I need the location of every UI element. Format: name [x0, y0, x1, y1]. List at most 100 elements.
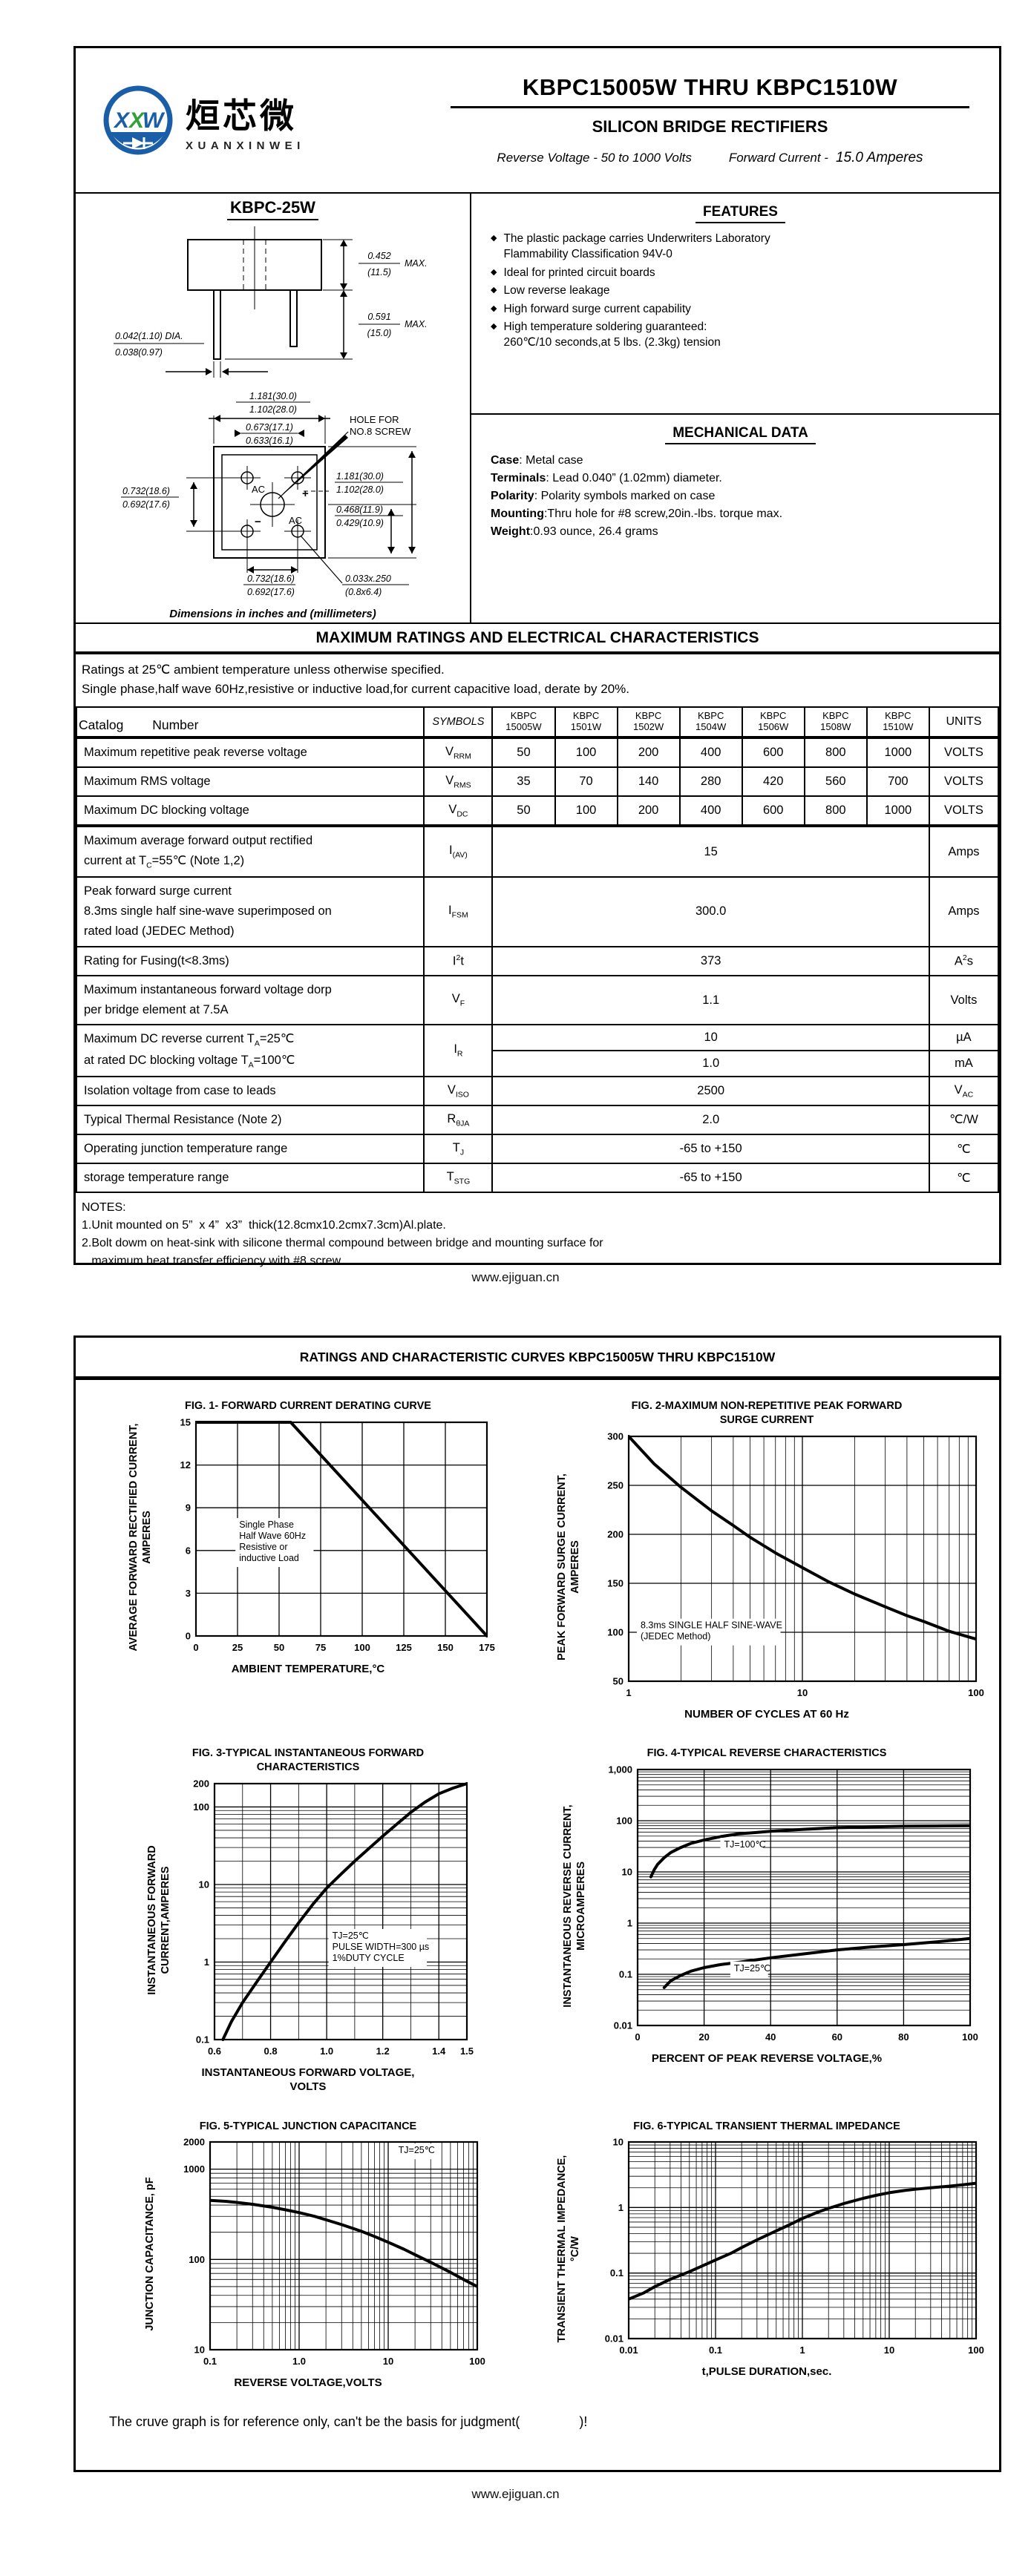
svg-text:200: 200 [193, 1778, 209, 1790]
website-url-page2[interactable]: www.ejiguan.cn [471, 2487, 560, 2501]
row-value-cell: 1000 [865, 736, 930, 768]
row-label-cell: Maximum average forward output rectified… [75, 825, 425, 878]
svg-text:0.1: 0.1 [203, 2356, 217, 2367]
svg-text:HOLE FOR: HOLE FOR [350, 414, 399, 425]
svg-text:2000: 2000 [183, 2137, 205, 2148]
feature-item: ◆ Ideal for printed circuit boards [491, 265, 990, 280]
feature-item: ◆ High temperature soldering guaranteed: 2… [491, 319, 990, 351]
svg-text:8.3ms SINGLE HALF SINE-WAVE: 8.3ms SINGLE HALF SINE-WAVE [641, 1620, 782, 1630]
reference-disclaimer-note: The cruve graph is for reference only, c… [109, 2414, 588, 2430]
svg-text:10: 10 [383, 2356, 393, 2367]
svg-text:10: 10 [194, 2345, 205, 2356]
svg-text:100: 100 [962, 2031, 978, 2043]
row-units-cell: VOLTS [928, 736, 1000, 768]
row-symbol-cell: VDC [423, 795, 494, 828]
figure-x-axis-label: INSTANTANEOUS FORWARD VOLTAGE, VOLTS [201, 2066, 415, 2093]
svg-text:1: 1 [627, 1918, 632, 1929]
model-header-1504w: KBPC 1504W [678, 706, 743, 739]
table-row: Typical Thermal Resistance (Note 2) RθJA 2… [75, 1104, 1000, 1136]
figure-y-axis-label: INSTANTANEOUS REVERSE CURRENT, MICROAMPE… [561, 1804, 587, 2008]
svg-text:10: 10 [797, 1687, 808, 1698]
condition-line-2: Single phase,half wave 60Hz,resistive or… [82, 682, 630, 697]
model-header-1510w: KBPC 1510W [865, 706, 930, 739]
svg-text:(15.0): (15.0) [367, 328, 391, 338]
mechanical-row: Polarity: Polarity symbols marked on cas… [491, 490, 716, 502]
figure-canvas-5: 0.1 1.0 10 100 10 100 1000 2000 TJ=25℃ [171, 2136, 488, 2373]
row-value-cell: 140 [616, 766, 681, 798]
note-line: 2.Bolt dowm on heat-sink with silicone t… [82, 1237, 603, 1250]
website-url-page1[interactable]: www.ejiguan.cn [471, 1270, 560, 1284]
svg-text:0.633(16.1): 0.633(16.1) [246, 436, 293, 446]
svg-text:0.038(0.97): 0.038(0.97) [115, 347, 163, 358]
row-units-cell: Amps [928, 825, 1000, 878]
svg-text:10: 10 [613, 2137, 623, 2148]
svg-text:1.102(28.0): 1.102(28.0) [336, 484, 384, 495]
svg-text:1: 1 [799, 2345, 805, 2356]
svg-text:0.033x.250: 0.033x.250 [345, 574, 391, 584]
svg-text:100: 100 [469, 2356, 485, 2367]
curve-TJ=100C [649, 1824, 971, 1879]
svg-text:1: 1 [204, 1956, 209, 1968]
svg-text:0.1: 0.1 [196, 2034, 209, 2046]
row-value-cell: 70 [554, 766, 618, 798]
row-units-cell: VAC [928, 1075, 1000, 1106]
row-label-cell: Maximum RMS voltage [75, 766, 425, 798]
svg-text:1,000: 1,000 [608, 1764, 632, 1775]
mechanical-row: Weight:0.93 ounce, 26.4 grams [491, 525, 658, 538]
figure-x-axis-label: t,PULSE DURATION,sec. [701, 2365, 832, 2379]
figure-canvas-6: 0.01 0.1 1 10 100 0.01 0.1 1 10 [590, 2136, 986, 2362]
feature-text: The plastic package carries Underwriters… [503, 232, 770, 261]
row-value-cell: 100 [554, 736, 618, 768]
row-label-cell: storage temperature range [75, 1163, 425, 1194]
mechanical-label: Case [491, 454, 520, 467]
svg-text:1.0: 1.0 [292, 2356, 306, 2367]
figure-y-axis-label: INSTANTANEOUS FORWARD CURRENT,AMPERES [145, 1844, 171, 1995]
svg-text:15: 15 [180, 1416, 191, 1427]
table-row: Maximum instantaneous forward voltage do… [75, 974, 1000, 1026]
table-row: Isolation voltage from case to leads VISO… [75, 1075, 1000, 1106]
note-line: 1.Unit mounted on 5” x 4” x3” thick(12.8… [82, 1219, 446, 1232]
svg-text:1.5: 1.5 [460, 2046, 474, 2057]
figure-title: FIG. 3-TYPICAL INSTANTANEOUS FORWARD CHA… [192, 1747, 425, 1774]
svg-text:1.181(30.0): 1.181(30.0) [249, 391, 297, 401]
features-list: ◆ The plastic package carries Underwriter… [491, 231, 990, 351]
feature-text: High forward surge current capability [503, 302, 691, 315]
tick-labels: 0.6 0.8 1.0 1.2 1.4 1.5 0.1 1 10 100 200 [193, 1778, 474, 2057]
svg-text:AC: AC [289, 515, 302, 526]
figure-y-axis-label: PEAK FORWARD SURGE CURRENT, AMPERES [555, 1473, 581, 1660]
svg-text:0.591: 0.591 [367, 312, 390, 322]
svg-text:1.181(30.0): 1.181(30.0) [336, 471, 384, 482]
mechanical-row: Case: Metal case [491, 454, 583, 467]
symbols-header: SYMBOLS [423, 706, 494, 739]
svg-text:50: 50 [613, 1675, 623, 1686]
figure-canvas-1: 0 25 50 75 100 125 150 175 0 3 6 9 12 15 Single PhaseH… [162, 1416, 497, 1658]
tick-labels: 0.1 1.0 10 100 10 100 1000 2000 [183, 2137, 485, 2368]
mechanical-label: Polarity [491, 490, 534, 502]
svg-text:TJ=25℃: TJ=25℃ [399, 2146, 435, 2156]
row-value-cell: 600 [741, 736, 805, 768]
row-label-cell: Peak forward surge current 8.3ms single h… [75, 876, 425, 947]
chart-annotation: 8.3ms SINGLE HALF SINE-WAVE(JEDEC Method… [641, 1620, 782, 1641]
svg-text:+: + [302, 487, 309, 500]
forward-current-text: Forward Current - [728, 151, 828, 165]
svg-text:TJ=25℃: TJ=25℃ [734, 1963, 770, 1974]
chart-annotation: TJ=100℃ [724, 1839, 765, 1850]
svg-text:0.673(17.1): 0.673(17.1) [246, 422, 293, 433]
figure-body: INSTANTANEOUS FORWARD CURRENT,AMPERES 0.6… [137, 1778, 479, 2063]
row-value-cell: 15 [491, 825, 930, 878]
svg-text:9: 9 [186, 1502, 191, 1514]
maximum-ratings-table: Catalog Number SYMBOLS KBPC 15005W KBPC 15… [75, 706, 1000, 1194]
tick-labels: 0 20 40 60 80 100 0.01 0.1 1 10 100 1,000 [608, 1764, 978, 2043]
package-name: KBPC-25W [227, 198, 318, 220]
svg-text:(0.8x6.4): (0.8x6.4) [345, 587, 382, 597]
svg-text:0.042(1.10) DIA.: 0.042(1.10) DIA. [115, 331, 183, 341]
table-row: Maximum DC blocking voltage VDC 50 100 200 40… [75, 795, 1000, 828]
row-value-cell: 200 [616, 795, 681, 828]
mechanical-data-rows: Case: Metal case Terminals: Lead 0.040” (… [491, 452, 990, 541]
figure-6-transient-thermal-impedance: FIG. 6-TYPICAL TRANSIENT THERMAL IMPEDAN… [547, 2120, 986, 2391]
svg-text:25: 25 [232, 1642, 243, 1653]
svg-text:X: X [128, 108, 145, 133]
row-value-cell: 50 [491, 736, 556, 768]
row-symbol-cell: RθJA [423, 1104, 494, 1136]
